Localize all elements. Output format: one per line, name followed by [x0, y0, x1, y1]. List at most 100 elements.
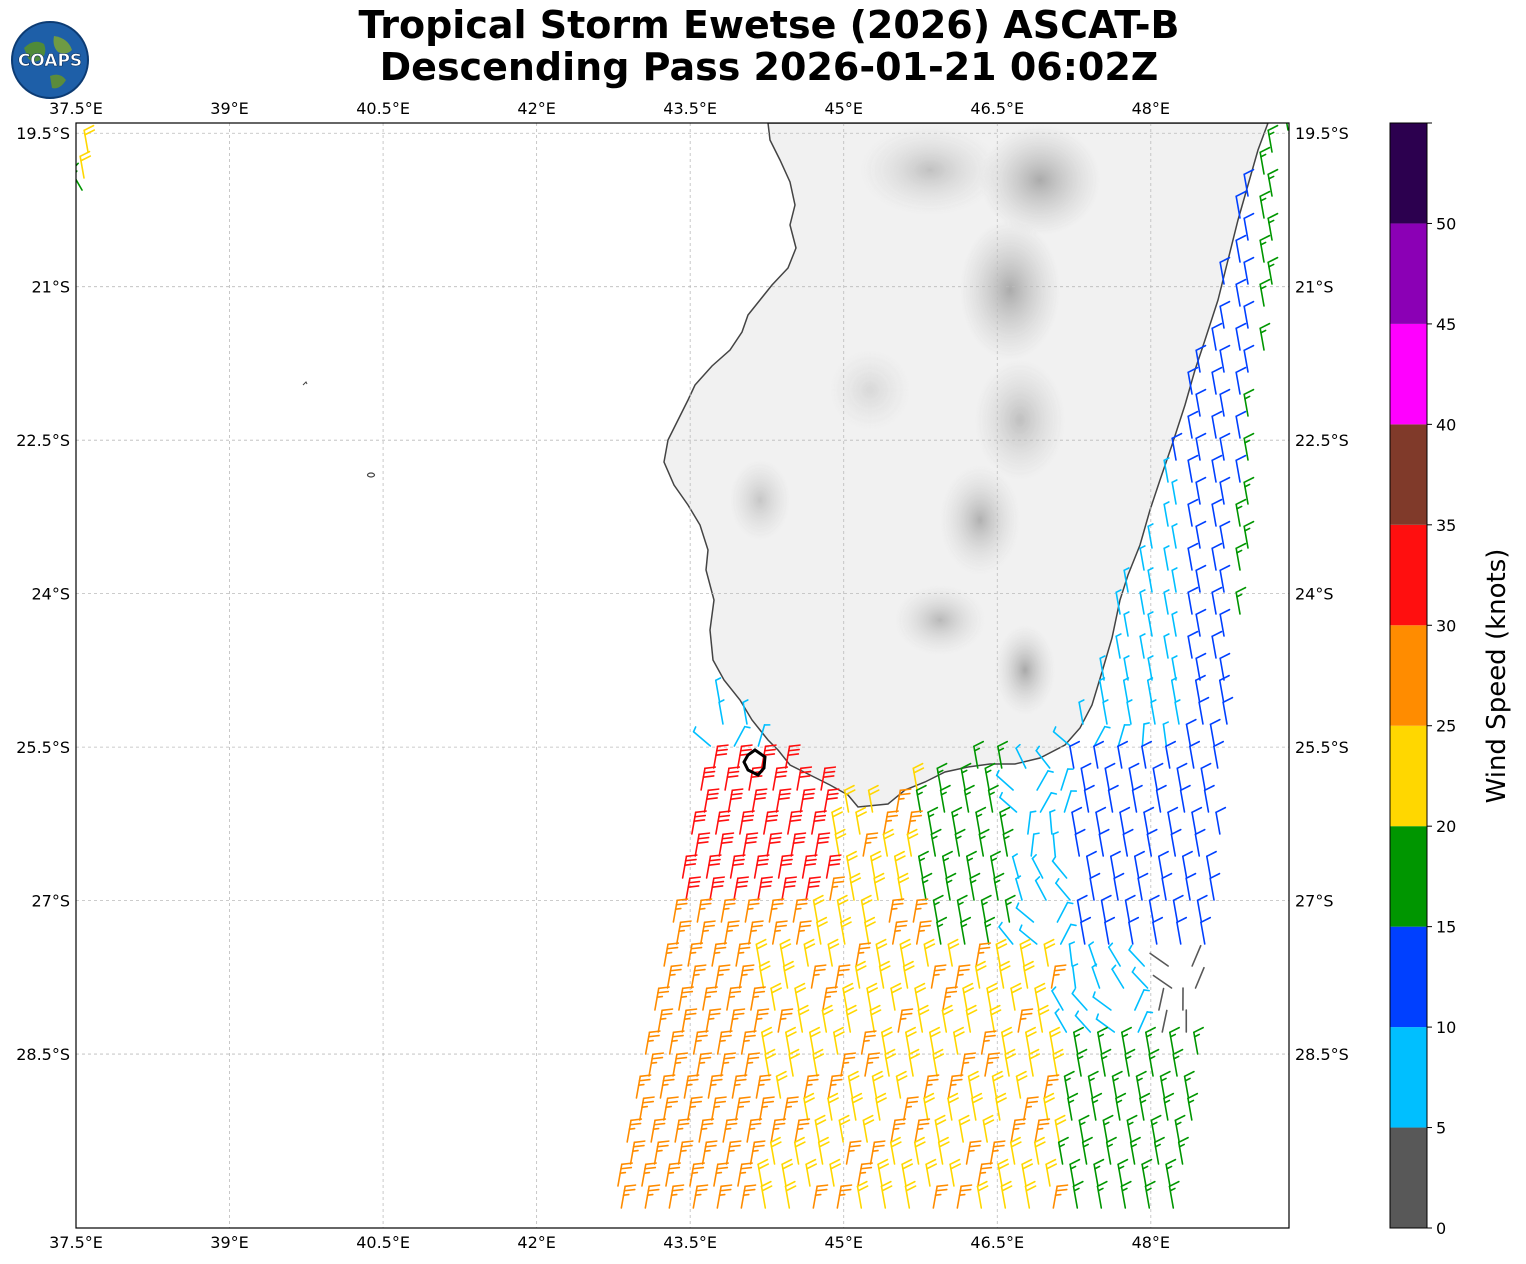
wind-barb	[770, 1118, 787, 1143]
wind-barb	[795, 920, 812, 945]
wind-barb	[1187, 498, 1199, 527]
wind-barb	[1170, 677, 1178, 703]
wind-barb	[1243, 256, 1255, 285]
wind-barb	[989, 850, 1001, 879]
wind-barb	[1115, 633, 1122, 659]
wind-barb	[856, 1180, 869, 1209]
wind-barb	[1043, 938, 1056, 967]
wind-barb	[1163, 589, 1170, 615]
wind-barb	[1018, 924, 1038, 945]
wind-barb	[917, 850, 929, 879]
wind-barb	[1141, 740, 1153, 769]
wind-barb	[1147, 523, 1154, 549]
wind-barb	[1126, 1114, 1138, 1143]
wind-barb	[1134, 989, 1150, 1011]
wind-barb	[1131, 784, 1143, 813]
wind-barb	[1087, 1070, 1099, 1099]
wind-barb	[654, 986, 670, 1011]
wind-barb	[1211, 322, 1223, 351]
lon-tick-label-top: 43.5°E	[663, 99, 717, 118]
wind-barb	[755, 1074, 772, 1099]
wind-barb	[891, 920, 908, 945]
wind-barb	[1123, 655, 1130, 681]
wind-barb	[901, 1158, 914, 1187]
wind-barb	[1073, 1026, 1084, 1055]
wind-barb	[1235, 278, 1247, 307]
plot-frame	[75, 122, 1290, 1229]
wind-barb	[1150, 1114, 1162, 1143]
wind-barb	[1080, 762, 1092, 791]
wind-barb	[749, 1140, 766, 1165]
wind-barb	[1165, 1158, 1177, 1187]
wind-barb	[801, 854, 818, 879]
wind-barbs	[76, 123, 1289, 1209]
wind-barb	[788, 1048, 801, 1077]
wind-barb	[1071, 988, 1088, 1011]
wind-barb	[755, 938, 768, 967]
wind-barb	[1102, 699, 1109, 725]
wind-barb	[934, 1114, 947, 1143]
wind-barb	[1243, 432, 1255, 461]
wind-barb	[851, 1092, 863, 1121]
wind-barb	[980, 894, 992, 923]
wind-barb	[746, 1118, 763, 1143]
wind-barb	[744, 1052, 761, 1077]
wind-barb	[947, 1074, 964, 1099]
wind-barb	[817, 1136, 830, 1165]
wind-barb	[1063, 790, 1078, 813]
wind-barb	[1139, 589, 1146, 615]
wind-barb	[1259, 322, 1271, 351]
wind-barb	[1043, 1092, 1055, 1121]
wind-barb	[711, 942, 728, 967]
wind-barb	[739, 810, 755, 835]
wind-barb	[1052, 726, 1072, 747]
wind-barb	[925, 1158, 938, 1187]
wind-barb	[1071, 806, 1083, 835]
wind-barb	[1219, 388, 1231, 417]
lat-tick-label-right: 28.5°S	[1295, 1045, 1349, 1064]
wind-barb	[720, 898, 737, 923]
wind-barb	[1145, 1026, 1156, 1055]
wind-barb	[1171, 611, 1178, 637]
wind-barb	[1235, 454, 1247, 483]
wind-barb	[1098, 828, 1110, 857]
wind-barb	[1121, 1026, 1132, 1055]
wind-barb	[1170, 828, 1182, 857]
wind-barb	[1187, 454, 1199, 483]
wind-barb	[1126, 699, 1133, 725]
wind-barb	[1119, 806, 1131, 835]
wind-barb	[999, 806, 1011, 835]
wind-barb	[1089, 872, 1101, 901]
wind-barb	[1152, 762, 1164, 791]
wind-barb	[1149, 952, 1169, 967]
wind-barb	[1168, 1180, 1180, 1209]
wind-barb	[1235, 190, 1247, 219]
wind-barb	[1001, 1026, 1013, 1055]
wind-barb	[1104, 916, 1116, 945]
wind-barb	[840, 916, 852, 945]
wind-barb	[960, 762, 972, 791]
wind-barb	[1011, 853, 1020, 879]
wind-barb	[1195, 344, 1207, 373]
wind-barb	[1243, 388, 1255, 417]
wind-barb	[980, 1030, 997, 1055]
wind-barb	[700, 766, 717, 791]
wind-barb	[927, 806, 939, 835]
wind-barb	[805, 1158, 818, 1187]
wind-barb	[699, 920, 716, 945]
wind-barb	[1243, 476, 1255, 505]
wind-barb	[1128, 916, 1140, 945]
wind-barb	[1153, 1136, 1165, 1165]
wind-barb	[1129, 1136, 1141, 1165]
wind-barb	[1045, 1158, 1058, 1187]
wind-barb	[1100, 894, 1112, 923]
wind-barb	[947, 938, 960, 967]
wind-barb	[692, 726, 712, 747]
wind-barb	[1096, 1180, 1108, 1209]
wind-barb	[956, 1184, 973, 1209]
wind-barb	[638, 1096, 655, 1121]
wind-barb	[912, 762, 925, 791]
wind-barb	[1124, 894, 1136, 923]
wind-barb	[1169, 1026, 1180, 1055]
wind-barb	[1194, 966, 1205, 989]
